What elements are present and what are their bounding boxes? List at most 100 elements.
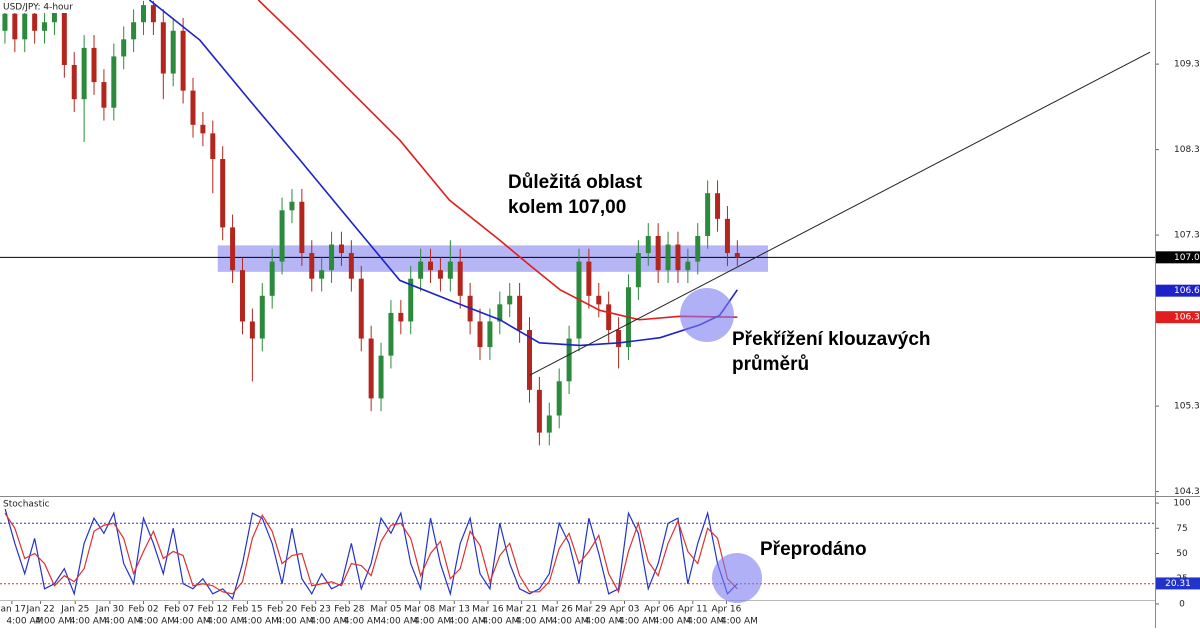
y-tick-label: 0 — [1179, 599, 1185, 609]
candle-body — [91, 47, 97, 83]
candle-body — [457, 261, 463, 296]
candle-body — [606, 304, 612, 330]
x-tick-label: Jan 22 — [25, 605, 54, 615]
x-time-label: 4:00 AM — [482, 617, 519, 627]
x-tick-label: Apr 16 — [712, 605, 742, 615]
candle-body — [12, 13, 18, 40]
x-tick-label: Mar 13 — [439, 605, 470, 615]
candle-body — [596, 295, 602, 305]
price-badge — [1156, 251, 1200, 264]
candle-body — [616, 330, 622, 348]
x-time-label: 4:00 AM — [619, 617, 656, 627]
price-badge-label: 107.05 — [1174, 253, 1200, 263]
x-time-label: 4:00 AM — [35, 617, 72, 627]
candle-body — [418, 261, 424, 279]
candle-body — [348, 253, 354, 279]
y-tick-label: 105.31 — [1174, 402, 1200, 412]
candle-body — [338, 244, 344, 254]
price-badge — [1156, 284, 1200, 297]
moving-average — [257, 0, 738, 321]
x-time-label: 4:00 AM — [344, 617, 381, 627]
indicator-badge — [1156, 577, 1200, 590]
candle-body — [111, 56, 117, 108]
annotation: Důležitá oblast — [508, 172, 643, 193]
x-time-label: 4:00 AM — [104, 617, 141, 627]
candle-body — [220, 159, 226, 228]
x-time-label: 4:00 AM — [585, 617, 622, 627]
x-time-label: 4:00 AM — [277, 617, 314, 627]
candle-body — [734, 253, 740, 258]
x-time-label: 4:00 AM — [721, 617, 758, 627]
x-tick-label: Mar 05 — [370, 605, 401, 615]
y-tick-label: 75 — [1176, 524, 1187, 534]
candle-body — [724, 218, 730, 254]
candle-body — [695, 235, 701, 262]
x-time-label: 4:00 AM — [516, 617, 553, 627]
candle-body — [249, 321, 255, 339]
candle-body — [447, 261, 453, 279]
candle-body — [141, 5, 147, 23]
x-tick-label: Feb 12 — [198, 605, 228, 615]
annotation: Překřížení klouzavých — [732, 329, 931, 350]
candle-body — [477, 321, 483, 348]
candle-body — [61, 5, 67, 65]
candle-body — [329, 244, 335, 271]
y-tick-label: 104.31 — [1174, 487, 1200, 497]
candle-body — [299, 201, 305, 254]
annotation: kolem 107,00 — [508, 197, 626, 218]
candle-body — [408, 278, 414, 322]
candle-body — [437, 270, 443, 279]
candle-body — [368, 338, 374, 399]
candle-body — [180, 30, 186, 91]
candle-body — [566, 338, 572, 382]
candle-body — [378, 355, 384, 399]
title-bg — [1, 1, 85, 13]
x-tick-label: Feb 28 — [334, 605, 365, 615]
candle-body — [121, 39, 127, 57]
candle-body — [685, 261, 691, 271]
candle-body — [239, 270, 245, 322]
candle-body — [388, 312, 394, 356]
candle-body — [487, 321, 493, 348]
candle-body — [210, 133, 216, 160]
candle-body — [309, 253, 315, 279]
candle-body — [2, 13, 8, 31]
x-tick-label: Feb 20 — [267, 605, 298, 615]
x-time-label: 4:00 AM — [242, 617, 279, 627]
candle-body — [22, 13, 28, 40]
x-tick-label: Jan 30 — [95, 605, 124, 615]
x-time-label: 4:00 AM — [552, 617, 589, 627]
price-badge — [1156, 311, 1200, 324]
candle-body — [645, 235, 651, 254]
candle-body — [546, 415, 552, 433]
candle-body — [507, 295, 513, 305]
candle-body — [42, 22, 48, 31]
candle-body — [655, 235, 661, 271]
candle-body — [517, 295, 523, 330]
x-tick-label: Mar 29 — [575, 605, 607, 615]
x-tick-label: Feb 02 — [128, 605, 158, 615]
candle-body — [51, 5, 57, 23]
indicator-badge-label: 20.31 — [1165, 579, 1191, 589]
candle-body — [71, 64, 77, 100]
x-time-label: 4:00 AM — [310, 617, 347, 627]
y-tick-label: 50 — [1176, 549, 1188, 559]
x-time-label: 4:00 AM — [174, 617, 211, 627]
x-tick-label: Mar 26 — [542, 605, 574, 615]
stochastic-line — [4, 512, 738, 595]
x-tick-label: Jan 25 — [60, 605, 89, 615]
candle-body — [131, 22, 137, 40]
candle-body — [170, 30, 176, 74]
candle-body — [635, 253, 641, 288]
x-tick-label: Mar 16 — [472, 605, 504, 615]
annotation: Přeprodáno — [760, 539, 867, 560]
candle-body — [289, 201, 295, 211]
x-tick-label: Mar 08 — [404, 605, 436, 615]
candle-body — [536, 389, 542, 433]
candle-body — [32, 13, 38, 31]
candle-body — [705, 193, 711, 236]
candle-body — [497, 304, 503, 322]
x-time-label: 4:00 AM — [654, 617, 691, 627]
candle-body — [556, 381, 562, 416]
